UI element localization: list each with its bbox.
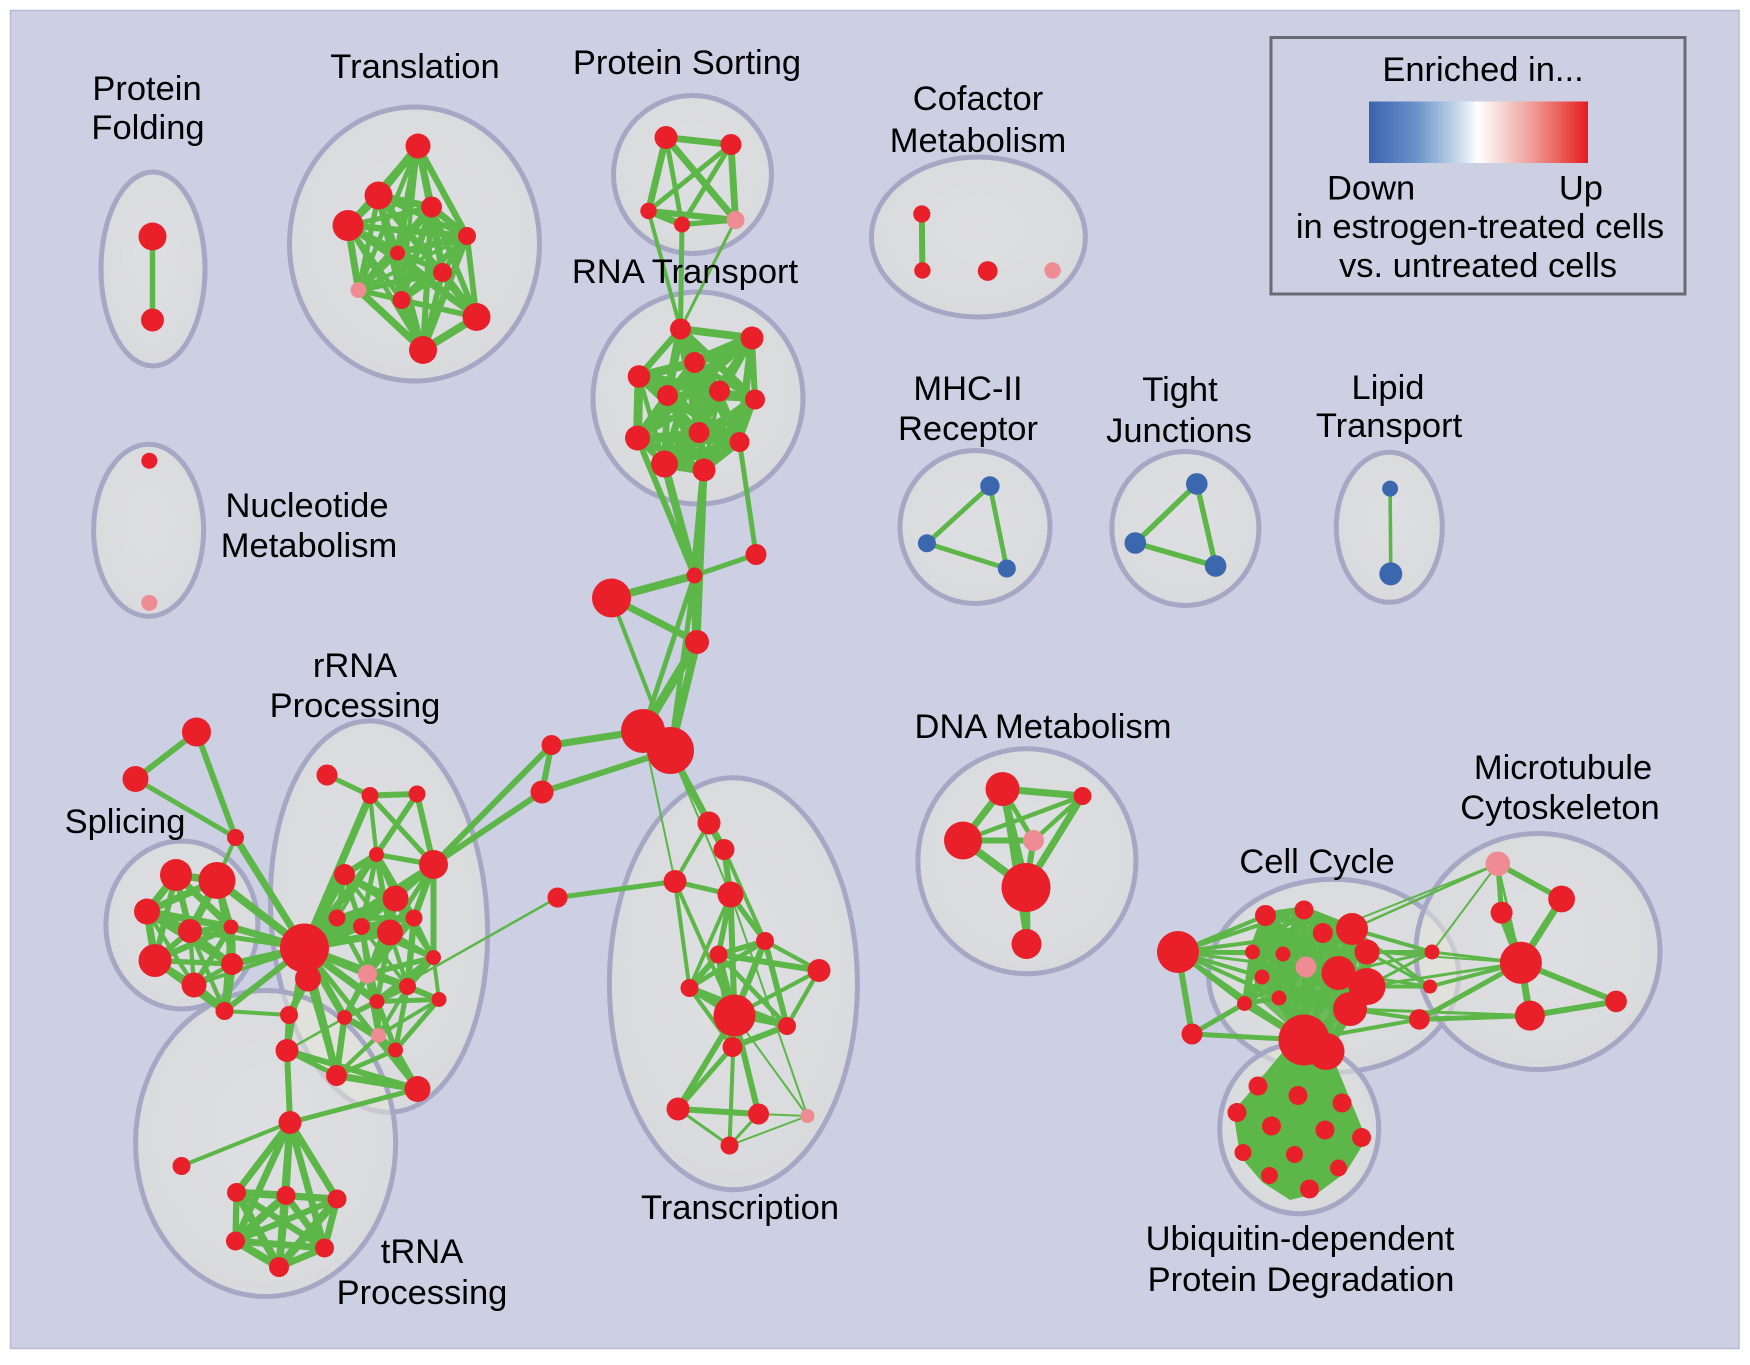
svg-text:Protein Degradation: Protein Degradation xyxy=(1148,1261,1455,1299)
svg-text:Folding: Folding xyxy=(91,109,204,147)
svg-text:Cell Cycle: Cell Cycle xyxy=(1239,843,1394,881)
svg-text:Cytoskeleton: Cytoskeleton xyxy=(1460,789,1659,827)
svg-text:RNA Transport: RNA Transport xyxy=(572,253,799,291)
svg-text:Nucleotide: Nucleotide xyxy=(225,487,388,525)
svg-text:Tight: Tight xyxy=(1142,371,1218,409)
svg-text:vs. untreated cells: vs. untreated cells xyxy=(1339,247,1617,285)
svg-text:Transport: Transport xyxy=(1316,407,1463,445)
svg-text:Processing: Processing xyxy=(270,687,441,725)
svg-text:rRNA: rRNA xyxy=(313,647,397,685)
svg-text:Cofactor: Cofactor xyxy=(913,80,1043,118)
svg-text:Translation: Translation xyxy=(330,48,499,86)
svg-text:Protein: Protein xyxy=(92,70,201,108)
svg-text:Receptor: Receptor xyxy=(898,410,1038,448)
svg-text:Metabolism: Metabolism xyxy=(221,527,397,565)
svg-text:Processing: Processing xyxy=(337,1274,508,1312)
svg-text:DNA Metabolism: DNA Metabolism xyxy=(915,708,1172,746)
svg-text:Microtubule: Microtubule xyxy=(1474,749,1652,787)
svg-text:Junctions: Junctions xyxy=(1106,412,1252,450)
svg-text:Lipid: Lipid xyxy=(1352,369,1425,407)
svg-text:in estrogen-treated cells: in estrogen-treated cells xyxy=(1296,208,1664,246)
svg-text:Ubiquitin-dependent: Ubiquitin-dependent xyxy=(1146,1220,1455,1258)
svg-text:Transcription: Transcription xyxy=(641,1189,839,1227)
svg-text:Enriched in...: Enriched in... xyxy=(1382,51,1583,89)
svg-text:Metabolism: Metabolism xyxy=(890,122,1066,160)
svg-text:Up: Up xyxy=(1559,170,1603,208)
svg-text:MHC-II: MHC-II xyxy=(913,370,1022,408)
svg-text:tRNA: tRNA xyxy=(381,1233,463,1271)
svg-text:Splicing: Splicing xyxy=(65,803,186,841)
svg-text:Protein Sorting: Protein Sorting xyxy=(573,44,801,82)
svg-text:Down: Down xyxy=(1327,170,1415,208)
